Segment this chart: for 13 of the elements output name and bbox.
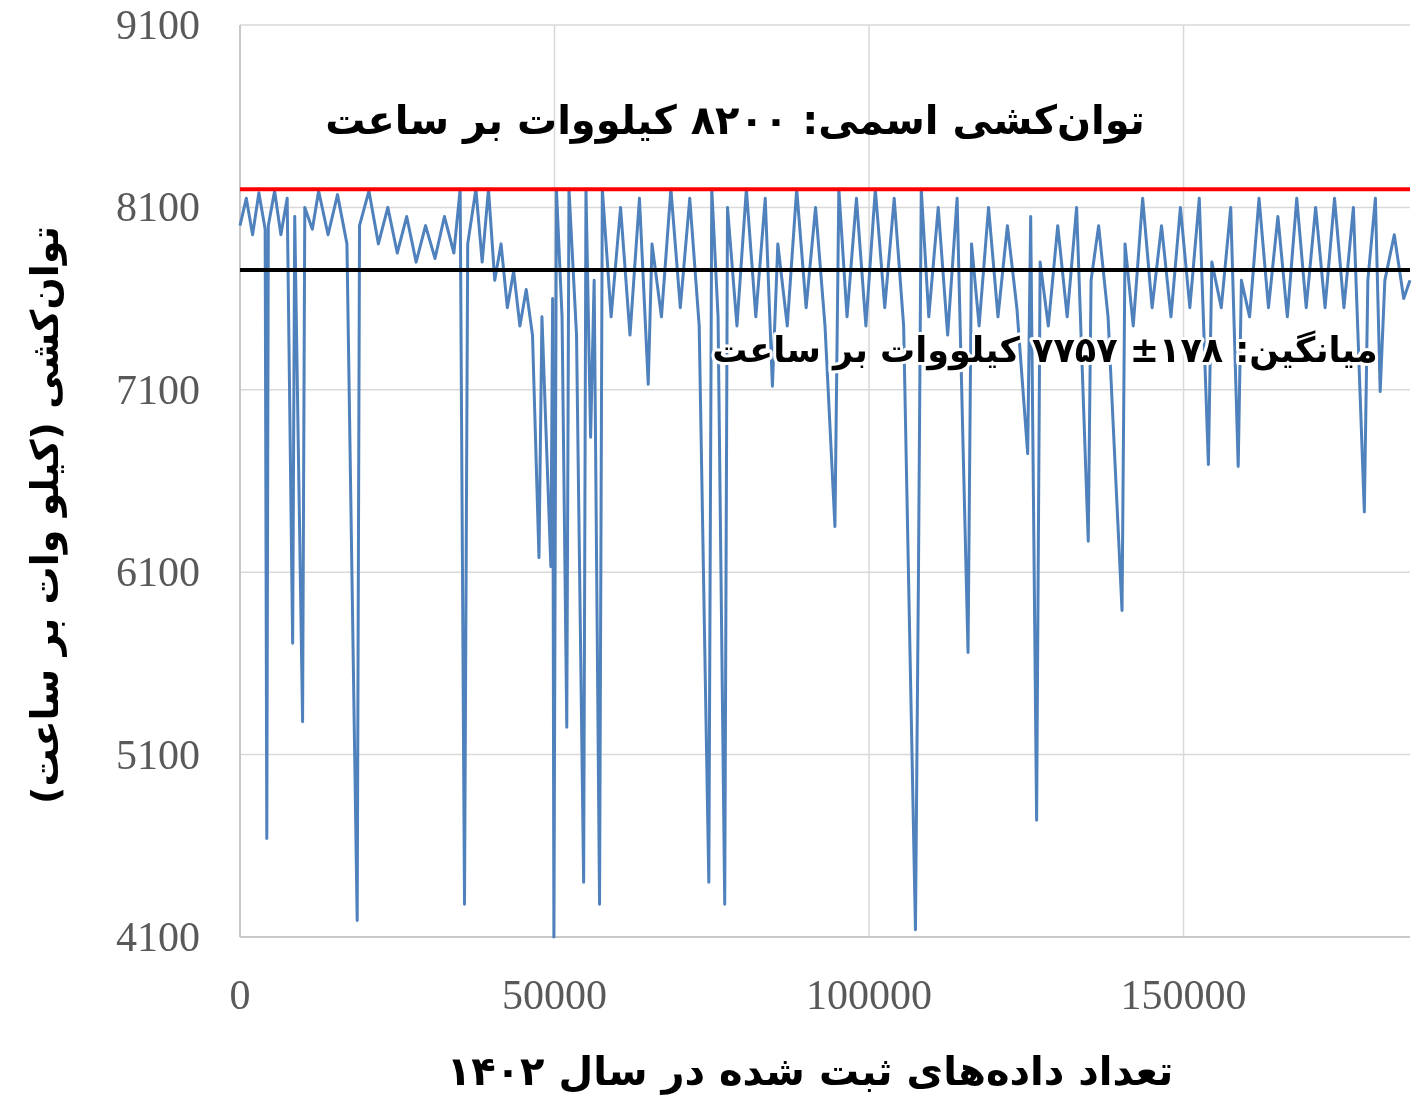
y-tick-label: 6100	[116, 549, 200, 596]
y-tick-label: 8100	[116, 184, 200, 231]
y-tick-label: 4100	[116, 914, 200, 960]
x-axis-title: تعداد داده‌های ثبت شده در سال ۱۴۰۲	[446, 1048, 1174, 1095]
x-tick-label: 100000	[806, 972, 933, 1018]
x-tick-label: 50000	[502, 972, 608, 1018]
y-tick-label: 7100	[116, 366, 200, 413]
y-axis-title: توان‌کشی (کیلو وات بر ساعت)	[23, 226, 68, 804]
x-tick-label: 150000	[1120, 972, 1247, 1018]
x-tick-label: 0	[229, 972, 251, 1018]
ref-line-label: توان‌کشی اسمی: ۸۲۰۰ کیلووات بر ساعت	[325, 97, 1145, 145]
y-tick-label: 5100	[116, 731, 200, 778]
y-tick-label: 9100	[116, 2, 200, 48]
